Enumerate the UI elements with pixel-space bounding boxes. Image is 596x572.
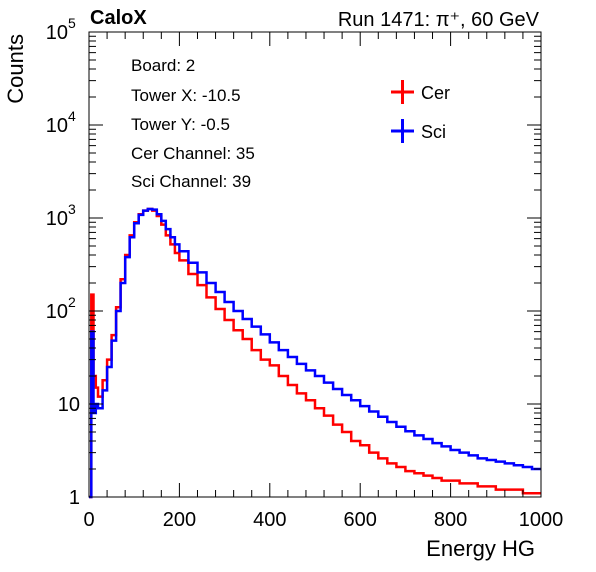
- legend-label-sci: Sci: [421, 122, 446, 142]
- series-line-sci: [89, 207, 541, 499]
- plot-frame: [88, 31, 542, 498]
- x-tick-label: 0: [83, 509, 94, 531]
- y-tick-label-exponent: 5: [68, 15, 76, 31]
- legend: Cer Sci: [391, 80, 450, 143]
- x-axis-label: Energy HG: [426, 536, 535, 561]
- x-tick-label: 600: [344, 509, 377, 531]
- y-tick-label: 10 5: [46, 15, 76, 44]
- legend-entry-cer: Cer: [391, 80, 450, 104]
- x-tick-label: 200: [163, 509, 196, 531]
- legend-label-cer: Cer: [421, 83, 450, 103]
- y-tick-label-base: 10: [46, 301, 68, 323]
- legend-entry-sci: Sci: [391, 119, 446, 143]
- info-tower-y: Tower Y: -0.5: [131, 115, 230, 134]
- y-tick-label: 10 4: [46, 108, 76, 137]
- y-tick-label: 10 3: [46, 201, 76, 230]
- y-tick-label: 10 2: [46, 294, 76, 323]
- run-info-label: Run 1471: π⁺, 60 GeV: [337, 9, 539, 31]
- info-board: Board: 2: [131, 56, 195, 75]
- series-layer: [89, 207, 541, 499]
- experiment-label: CaloX: [90, 7, 147, 29]
- x-tick-label: 400: [253, 509, 286, 531]
- series-line-cer: [89, 207, 541, 499]
- y-tick-label-exponent: 3: [68, 201, 76, 217]
- info-sci-channel: Sci Channel: 39: [131, 172, 251, 191]
- y-tick-label: 1: [69, 487, 80, 509]
- x-tick-label: 1000: [519, 509, 564, 531]
- y-tick-label-base: 10: [46, 208, 68, 230]
- y-tick-label: 10: [58, 394, 80, 416]
- info-tower-x: Tower X: -10.5: [131, 86, 241, 105]
- info-cer-channel: Cer Channel: 35: [131, 144, 255, 163]
- ticks-layer: [88, 31, 542, 498]
- x-tick-label: 800: [434, 509, 467, 531]
- y-tick-label-exponent: 2: [68, 294, 76, 310]
- y-tick-label-exponent: 4: [68, 108, 76, 124]
- y-axis-label: Counts: [3, 34, 28, 104]
- y-tick-label-base: 10: [46, 115, 68, 137]
- info-box: Board: 2 Tower X: -10.5 Tower Y: -0.5 Ce…: [131, 56, 255, 191]
- y-tick-label-base: 10: [46, 22, 68, 44]
